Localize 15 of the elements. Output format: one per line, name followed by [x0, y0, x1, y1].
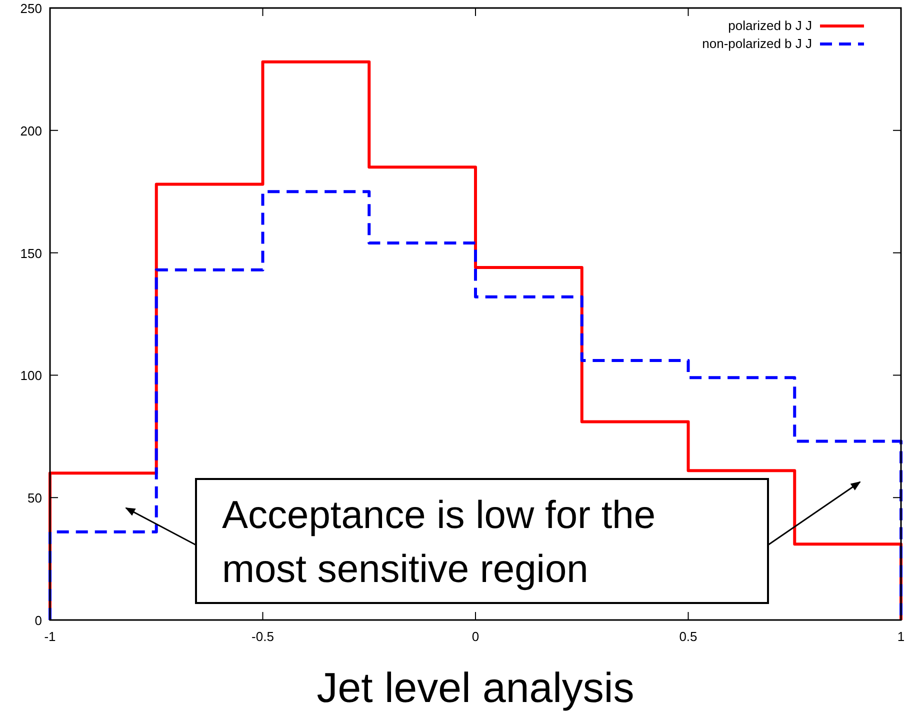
- x-axis-title: Jet level analysis: [316, 664, 634, 711]
- x-tick-label: -0.5: [252, 629, 274, 644]
- annotation: Acceptance is low for the most sensitive region: [222, 494, 656, 591]
- legend-label: polarized b J J: [728, 18, 812, 33]
- y-tick-label: 100: [20, 368, 42, 384]
- legend-label: non-polarized b J J: [702, 36, 812, 51]
- y-tick-label: 50: [28, 490, 42, 506]
- y-tick-label: 200: [20, 123, 42, 138]
- x-tick-label: -1: [44, 629, 56, 644]
- y-tick-label: 0: [34, 613, 42, 628]
- y-tick-label: 250: [20, 1, 42, 16]
- x-tick-label: 1: [897, 629, 905, 644]
- y-tick-label: 150: [20, 246, 42, 261]
- x-tick-label: 0: [472, 629, 480, 644]
- x-tick-label: 0.5: [679, 629, 698, 644]
